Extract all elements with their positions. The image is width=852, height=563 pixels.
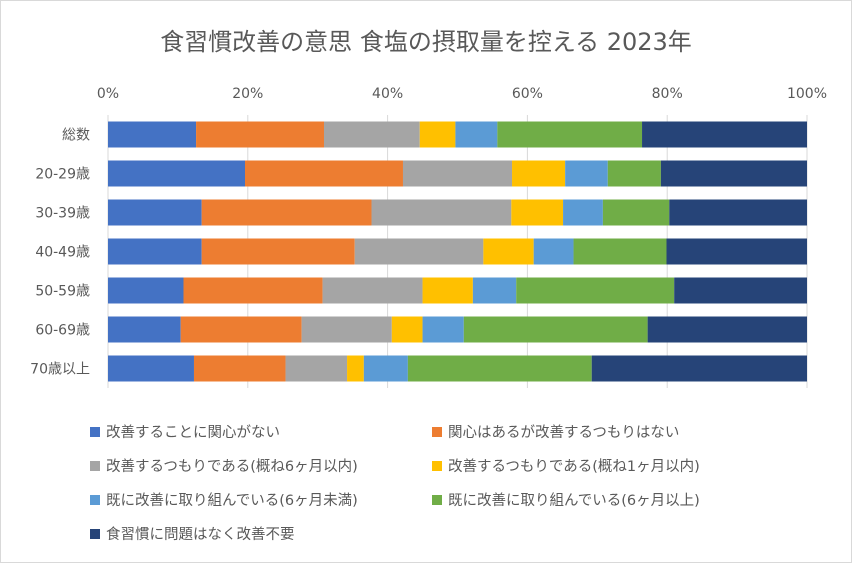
bar-segment	[193, 355, 286, 382]
bar-segment	[371, 199, 512, 226]
bar-segment	[647, 316, 807, 343]
category-label: 40-49歳	[35, 245, 90, 261]
bar-segment	[516, 277, 675, 304]
legend-swatch	[90, 494, 100, 505]
bar-segment	[483, 238, 534, 265]
bar-segment	[669, 199, 807, 226]
category-label: 30-39歳	[35, 206, 90, 222]
bar-segment	[285, 355, 348, 382]
chart-title: 食習慣改善の意思 食塩の摂取量を控える 2023年	[160, 28, 692, 56]
bar-segment	[533, 238, 574, 265]
legend-label: 改善するつもりである(概ね1ヶ月以内)	[448, 459, 700, 475]
bar-segment	[660, 160, 807, 187]
bar-segment	[363, 355, 408, 382]
bar-segment	[666, 238, 807, 265]
bar-segment	[511, 199, 564, 226]
legend-item: 関心はあるが改善するつもりはない	[432, 421, 679, 442]
bar-segment	[472, 277, 517, 304]
bar-segment	[565, 160, 608, 187]
bar-segment	[108, 160, 246, 187]
bar-segment	[354, 238, 484, 265]
bar-segment	[323, 121, 420, 148]
legend-label: 既に改善に取り組んでいる(6ヶ月以上)	[448, 493, 700, 509]
legend-label: 既に改善に取り組んでいる(6ヶ月未満)	[106, 493, 358, 509]
x-tick-label: 40%	[372, 86, 403, 102]
legend-item: 改善することに関心がない	[90, 421, 280, 442]
legend-item: 改善するつもりである(概ね1ヶ月以内)	[432, 455, 700, 476]
bar-segment	[563, 199, 603, 226]
bar-segment	[573, 238, 667, 265]
bar-segment	[196, 121, 324, 148]
legend-swatch	[90, 528, 100, 539]
bar-segment	[422, 316, 464, 343]
legend-item: 既に改善に取り組んでいる(6ヶ月未満)	[90, 489, 358, 510]
bar-segment	[674, 277, 807, 304]
bar-segment	[402, 160, 513, 187]
bar-segment	[301, 316, 392, 343]
bar-segment	[108, 238, 202, 265]
bar-segment	[108, 199, 202, 226]
bar-segment	[497, 121, 643, 148]
legend-item: 既に改善に取り組んでいる(6ヶ月以上)	[432, 489, 700, 510]
bar-segment	[455, 121, 498, 148]
legend-label: 食習慣に問題はなく改善不要	[106, 527, 295, 543]
x-tick-label: 100%	[787, 86, 827, 102]
bar-segment	[591, 355, 807, 382]
bar-segment	[180, 316, 302, 343]
bar-segment	[607, 160, 661, 187]
bar-segment	[602, 199, 670, 226]
x-tick-label: 0%	[97, 86, 119, 102]
bar-segment	[407, 355, 592, 382]
bar-segment	[108, 355, 194, 382]
bar-segment	[108, 316, 181, 343]
category-label: 70歳以上	[30, 362, 90, 378]
legend-swatch	[432, 426, 442, 437]
bar-segment	[391, 316, 423, 343]
bar-segment	[201, 199, 372, 226]
x-tick-label: 60%	[512, 86, 543, 102]
category-label: 20-29歳	[35, 167, 90, 183]
bar-segment	[183, 277, 323, 304]
category-label: 60-69歳	[35, 323, 90, 339]
bar-segment	[347, 355, 364, 382]
legend-item: 食習慣に問題はなく改善不要	[90, 523, 295, 544]
bar-segment	[108, 277, 184, 304]
legend-item: 改善するつもりである(概ね6ヶ月以内)	[90, 455, 358, 476]
bar-segment	[108, 121, 197, 148]
legend-swatch	[432, 460, 442, 471]
bar-segment	[245, 160, 403, 187]
bar-segment	[419, 121, 456, 148]
legend-swatch	[432, 494, 442, 505]
legend-label: 改善するつもりである(概ね6ヶ月以内)	[106, 459, 358, 475]
bar-segment	[512, 160, 566, 187]
bar-segment	[463, 316, 648, 343]
legend-label: 改善することに関心がない	[106, 425, 280, 441]
category-label: 総数	[62, 128, 90, 144]
legend-swatch	[90, 426, 100, 437]
legend-label: 関心はあるが改善するつもりはない	[448, 425, 680, 441]
legend-swatch	[90, 460, 100, 471]
bar-segment	[642, 121, 807, 148]
bar-segment	[322, 277, 423, 304]
bar-segment	[201, 238, 355, 265]
bar-segment	[422, 277, 473, 304]
category-label: 50-59歳	[35, 284, 90, 300]
x-tick-label: 20%	[232, 86, 263, 102]
x-tick-label: 80%	[652, 86, 683, 102]
